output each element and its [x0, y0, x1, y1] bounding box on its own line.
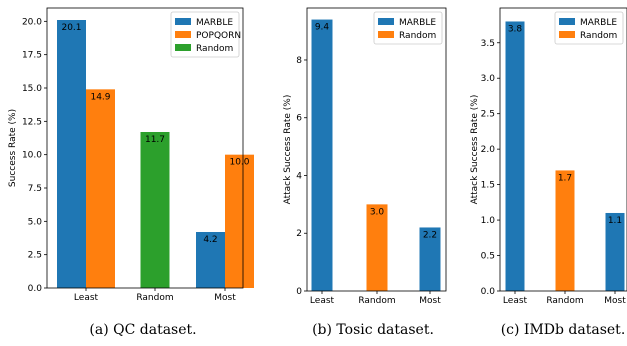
y-tick-label: 0	[296, 287, 302, 297]
y-tick-label: 0.5	[481, 252, 495, 262]
bar-least-marble	[505, 21, 525, 291]
x-tick-label: Least	[74, 293, 99, 303]
legend-label: MARBLE	[399, 18, 436, 28]
bar-data-label: 1.7	[558, 173, 572, 183]
bar-least-popqorn	[86, 89, 115, 288]
y-tick-label: 4	[296, 171, 302, 181]
y-tick-label: 1.0	[481, 216, 496, 226]
x-tick-label: Most	[604, 296, 626, 306]
legend-swatch	[559, 31, 575, 38]
bar-least-marble	[311, 19, 333, 291]
bar-random-popqorn	[555, 170, 575, 291]
y-tick-label: 20.0	[22, 17, 42, 27]
chart-caption: (b) Tosic dataset.	[312, 322, 434, 338]
y-tick-label: 6	[296, 114, 302, 124]
legend-label: MARBLE	[196, 18, 233, 28]
x-tick-label: Random	[136, 293, 173, 303]
chart-panel-3: 3.8 1.7 1.1 0.0 0.5 1.0 1.5 2.0 2.5 3.0 3.5 Least Ra…	[470, 7, 627, 338]
chart-caption: (c) IMDb dataset.	[501, 322, 626, 338]
y-axis-label: Attack Success Rate (%)	[470, 95, 480, 205]
bar-random-random	[140, 132, 170, 288]
bar-data-label: 11.7	[145, 135, 165, 145]
y-tick-label: 2.5	[28, 251, 42, 261]
y-tick-label: 17.5	[22, 51, 42, 61]
chart-panel-1: 20.1 14.9 11.7 4.2 10.0 0.0 2.5 5.0 7.5 10.0 12.5 1…	[8, 7, 254, 338]
legend-label: Random	[580, 31, 617, 41]
y-tick-label: 2.5	[481, 110, 495, 120]
bar-data-label: 3.8	[508, 24, 523, 34]
legend-swatch	[559, 18, 575, 25]
legend-label: POPQORN	[196, 31, 241, 41]
legend-label: MARBLE	[580, 18, 617, 28]
bar-data-label: 20.1	[61, 23, 81, 33]
bar-random-popqorn	[366, 204, 388, 291]
y-tick-label: 2.0	[481, 145, 496, 155]
legend-swatch	[175, 44, 191, 51]
bar-data-label: 3.0	[370, 207, 385, 217]
bar-data-label: 10.0	[229, 158, 249, 168]
y-axis-label: Attack Success Rate (%)	[283, 95, 293, 205]
bar-data-label: 2.2	[423, 230, 437, 240]
bar-most-marble	[196, 232, 225, 288]
bar-data-label: 9.4	[315, 23, 330, 33]
y-axis-label: Success Rate (%)	[8, 109, 18, 187]
bar-least-marble	[57, 20, 86, 288]
bar-data-label: 1.1	[608, 216, 622, 226]
bar-most-marble	[605, 212, 625, 291]
legend-swatch	[378, 18, 394, 25]
y-tick-label: 12.5	[22, 117, 42, 127]
x-tick-label: Random	[358, 296, 395, 306]
y-tick-label: 0.0	[28, 284, 43, 294]
y-tick-label: 3.5	[481, 39, 495, 49]
legend-swatch	[175, 18, 191, 25]
plot-frame	[306, 7, 447, 292]
chart-caption: (a) QC dataset.	[89, 322, 196, 338]
legend-label: Random	[196, 44, 233, 54]
x-tick-label: Least	[310, 296, 335, 306]
y-tick-label: 7.5	[28, 184, 42, 194]
y-tick-label: 1.5	[481, 181, 495, 191]
y-tick-label: 2	[296, 229, 302, 239]
bar-most-popqorn	[225, 154, 254, 288]
y-tick-label: 5.0	[28, 217, 43, 227]
bar-data-label: 4.2	[203, 235, 217, 245]
chart-panel-2: 9.4 3.0 2.2 0 2 4 6 8 Least Random Most Attack Succ…	[283, 7, 447, 338]
y-tick-label: 3.0	[481, 74, 496, 84]
x-tick-label: Most	[419, 296, 441, 306]
x-tick-label: Random	[546, 296, 583, 306]
y-tick-label: 0.0	[481, 287, 496, 297]
legend-swatch	[175, 31, 191, 38]
plot-frame	[46, 7, 244, 289]
legend-swatch	[378, 31, 394, 38]
bar-data-label: 14.9	[90, 92, 110, 102]
legend-label: Random	[399, 31, 436, 41]
bar-most-marble	[419, 227, 441, 291]
x-tick-label: Most	[214, 293, 236, 303]
x-tick-label: Least	[503, 296, 528, 306]
y-tick-label: 8	[296, 56, 302, 66]
y-tick-label: 10.0	[22, 151, 42, 161]
y-tick-label: 15.0	[22, 84, 42, 94]
